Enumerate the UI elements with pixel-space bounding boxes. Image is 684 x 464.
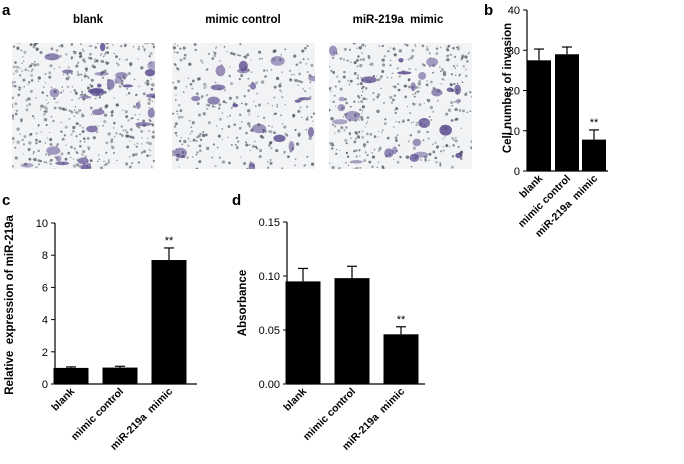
chart-d-ytick-label: 0.15 bbox=[259, 217, 280, 229]
chart-d-bar bbox=[383, 334, 419, 384]
chart-d-bar bbox=[285, 281, 321, 384]
micrograph-title-mimic-control: mimic control bbox=[205, 14, 280, 26]
chart-d-ytick-label: 0.10 bbox=[259, 271, 280, 283]
micrograph-mimic-control bbox=[172, 43, 315, 169]
chart-c-significance-label: ** bbox=[165, 235, 174, 247]
chart-d-ytick-label: 0.05 bbox=[259, 325, 280, 337]
panel-label-b: b bbox=[484, 2, 493, 19]
chart-c-bar bbox=[102, 367, 138, 384]
chart-c-ytick-label: 4 bbox=[42, 315, 48, 327]
chart-d-category-label: blank bbox=[281, 386, 309, 414]
chart-d-ylabel: Absorbance bbox=[237, 270, 249, 336]
chart-c-bar bbox=[151, 260, 187, 384]
chart-c-ylabel: Relative expression of miR-219a bbox=[4, 215, 16, 395]
panel-label-d: d bbox=[232, 192, 241, 209]
micrograph-title-blank: blank bbox=[73, 14, 104, 26]
panel-label-c: c bbox=[2, 192, 10, 209]
chart-b-ytick-label: 10 bbox=[508, 126, 520, 138]
chart-c-ytick-label: 2 bbox=[42, 347, 48, 359]
micrograph-blank bbox=[12, 43, 155, 169]
chart-c-ytick-label: 10 bbox=[36, 218, 48, 230]
chart-c-bar bbox=[53, 367, 89, 384]
micrograph-title-mir219a-mimic: miR-219a mimic bbox=[353, 14, 444, 26]
panel-label-a: a bbox=[2, 2, 11, 19]
chart-b-significance-label: ** bbox=[590, 117, 599, 129]
chart-b-ytick-label: 20 bbox=[508, 86, 520, 98]
chart-d-bar bbox=[334, 278, 370, 384]
chart-c-category-label: blank bbox=[49, 386, 77, 414]
chart-c-ytick-label: 6 bbox=[42, 282, 48, 294]
chart-b-ytick-label: 0 bbox=[514, 166, 520, 178]
chart-d-significance-label: ** bbox=[397, 314, 406, 326]
chart-d-ytick-label: 0.00 bbox=[259, 379, 280, 391]
chart-b-ytick-label: 30 bbox=[508, 45, 520, 57]
chart-b-ylabel: Cell number of invasion bbox=[502, 23, 514, 153]
chart-b-ytick-label: 40 bbox=[508, 5, 520, 17]
chart-b-bar bbox=[527, 60, 551, 171]
micrograph-mir219a-mimic bbox=[329, 43, 472, 169]
chart-c-ytick-label: 8 bbox=[42, 250, 48, 262]
chart-b-bar bbox=[582, 139, 606, 171]
chart-c-ytick-label: 0 bbox=[42, 379, 48, 391]
chart-b-bar bbox=[555, 54, 579, 171]
